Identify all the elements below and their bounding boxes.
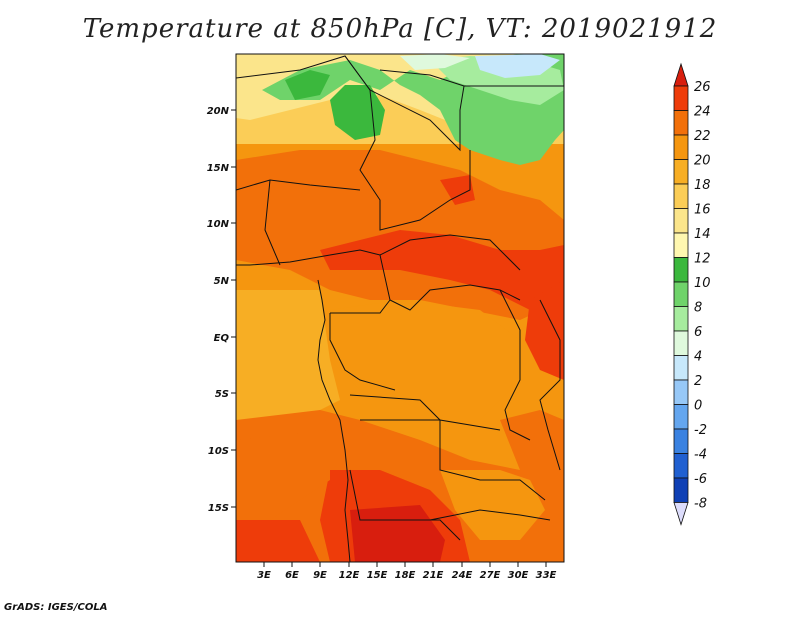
colorbar-level-label: -8	[694, 497, 707, 512]
colorbar-swatch	[673, 453, 689, 479]
colorbar-swatch	[673, 183, 689, 209]
lon-tick-label: 27E	[480, 570, 501, 581]
lon-tick-label: 21E	[423, 570, 444, 581]
colorbar-level-label: -2	[694, 423, 707, 438]
lat-axis: 20N 15N 10N 5N EQ 5S 10S 15S	[207, 106, 236, 514]
lat-tick-label: EQ	[214, 333, 230, 344]
credit-label: GrADS: IGES/COLA	[4, 602, 108, 613]
coastline	[317, 279, 351, 562]
lon-axis: 3E 6E 9E 12E 15E 18E 21E 24E 27E 30E 33E	[257, 562, 557, 581]
colorbar-level-label: 2	[694, 374, 702, 389]
colorbar-swatch	[673, 85, 689, 111]
colorbar-level-label: 22	[694, 129, 711, 144]
lat-tick-label: 15S	[208, 503, 229, 514]
colorbar-swatch	[673, 306, 689, 332]
colorbar-swatch	[673, 428, 689, 454]
temperature-field	[236, 54, 564, 562]
colorbar-level-label: 12	[694, 252, 711, 267]
colorbar-top-arrow	[673, 62, 689, 87]
lon-tick-label: 6E	[285, 570, 299, 581]
lat-tick-label: 5S	[215, 389, 229, 400]
colorbar-swatch	[673, 208, 689, 234]
colorbar-swatch	[673, 330, 689, 356]
lon-tick-label: 24E	[452, 570, 473, 581]
colorbar-level-label: 8	[694, 301, 702, 316]
colorbar-swatch	[673, 355, 689, 381]
lat-tick-label: 20N	[207, 106, 230, 117]
colorbar-swatch	[673, 110, 689, 136]
colorbar-level-label: 18	[694, 178, 711, 193]
colorbar-swatch	[673, 281, 689, 307]
lon-tick-label: 18E	[395, 570, 416, 581]
map-title: Temperature at 850hPa [C], VT: 201902191…	[82, 14, 718, 44]
lon-tick-label: 3E	[257, 570, 271, 581]
lon-tick-label: 15E	[367, 570, 388, 581]
lon-tick-label: 30E	[508, 570, 529, 581]
lat-tick-label: 10N	[207, 219, 230, 230]
lon-tick-label: 9E	[313, 570, 327, 581]
colorbar-level-label: 20	[694, 154, 711, 169]
colorbar-swatch	[673, 379, 689, 405]
colorbar-swatch	[673, 404, 689, 430]
country-borders	[236, 55, 564, 541]
lat-tick-label: 10S	[208, 446, 229, 457]
lat-tick-label: 15N	[207, 163, 230, 174]
colorbar-level-label: 14	[694, 227, 711, 242]
colorbar-swatch	[673, 477, 689, 503]
colorbar-level-label: -6	[694, 472, 707, 487]
colorbar-level-label: 6	[694, 325, 702, 340]
colorbar-level-label: 16	[694, 203, 711, 218]
colorbar-swatch	[673, 257, 689, 283]
colorbar-level-label: 4	[694, 350, 702, 365]
colorbar-swatch	[673, 159, 689, 185]
colorbar-level-label: 10	[694, 276, 711, 291]
colorbar-level-label: 26	[694, 80, 711, 95]
lon-tick-label: 12E	[339, 570, 360, 581]
lon-tick-label: 33E	[536, 570, 557, 581]
colorbar-level-label: 24	[694, 105, 711, 120]
colorbar-bottom-arrow	[673, 502, 689, 526]
colorbar-swatch	[673, 232, 689, 258]
colorbar-level-label: -4	[694, 448, 707, 463]
colorbar-level-label: 0	[694, 399, 702, 414]
map-frame	[235, 53, 565, 563]
colorbar-swatch	[673, 134, 689, 160]
lat-tick-label: 5N	[214, 276, 230, 287]
